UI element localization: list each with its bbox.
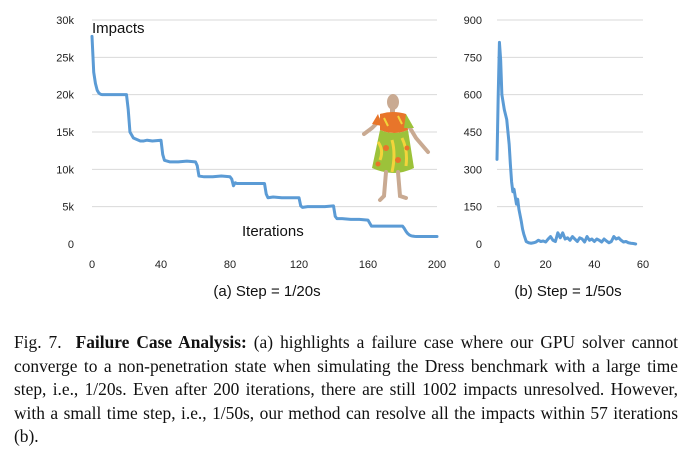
chart-a-y-tick-label: 0 xyxy=(68,239,74,251)
chart-b-impacts-line xyxy=(495,40,638,246)
chart-b-y-tick-label: 600 xyxy=(464,90,482,102)
chart-b-x-tick-label: 40 xyxy=(588,259,600,271)
chart-b-y-tick-label: 0 xyxy=(476,239,482,251)
chart-b-step-1-50s: 0 150 300 450 600 750 900 0 20 40 60 (b) Step = 1… xyxy=(464,15,649,300)
chart-a-step-1-20s: 0 5k 10k 15k 20k 25k 30k 0 40 80 120 160 200 Impact… xyxy=(56,15,446,300)
chart-a-x-tick-label: 200 xyxy=(428,259,446,271)
dress-mannequin-image xyxy=(362,94,430,202)
caption-label: Fig. 7. xyxy=(14,332,62,352)
chart-a-y-tick-label: 5k xyxy=(62,202,74,214)
chart-a-x-tick-label: 40 xyxy=(155,259,167,271)
chart-a-y-tick-label: 15k xyxy=(56,127,74,139)
chart-a-x-tick-label: 120 xyxy=(290,259,308,271)
chart-b-x-tick-label: 0 xyxy=(494,259,500,271)
chart-a-y-tick-label: 10k xyxy=(56,164,74,176)
chart-b-y-tick-label: 750 xyxy=(464,52,482,64)
chart-b-gridlines xyxy=(497,19,643,208)
chart-a-y-ticks: 0 5k 10k 15k 20k 25k 30k xyxy=(56,15,74,251)
caption-bold-title: Failure Case Analysis: xyxy=(75,332,247,352)
chart-a-subcaption: (a) Step = 1/20s xyxy=(213,283,320,300)
chart-b-x-tick-label: 60 xyxy=(637,259,649,271)
caption-text: (a) highlights a failure case where our … xyxy=(14,332,678,446)
chart-b-y-ticks: 0 150 300 450 600 750 900 xyxy=(464,15,482,251)
chart-a-x-ticks: 0 40 80 120 160 200 xyxy=(89,259,446,271)
chart-a-y-tick-label: 30k xyxy=(56,15,74,27)
chart-b-x-ticks: 0 20 40 60 xyxy=(494,259,649,271)
chart-b-y-tick-label: 450 xyxy=(464,127,482,139)
chart-b-subcaption: (b) Step = 1/50s xyxy=(514,283,621,300)
chart-b-y-tick-label: 900 xyxy=(464,15,482,27)
chart-a-y-tick-label: 25k xyxy=(56,52,74,64)
chart-a-x-label: Iterations xyxy=(242,223,304,240)
chart-a-x-tick-label: 160 xyxy=(359,259,377,271)
chart-a-gridlines xyxy=(92,19,437,208)
chart-a-x-tick-label: 0 xyxy=(89,259,95,271)
chart-b-y-tick-label: 150 xyxy=(464,202,482,214)
chart-a-y-label: Impacts xyxy=(92,20,145,37)
chart-a-y-tick-label: 20k xyxy=(56,90,74,102)
chart-a-impacts-line xyxy=(90,34,439,239)
chart-b-x-tick-label: 20 xyxy=(540,259,552,271)
figure-caption: Fig. 7. Failure Case Analysis: (a) highl… xyxy=(14,331,678,449)
chart-b-y-tick-label: 300 xyxy=(464,164,482,176)
chart-a-x-tick-label: 80 xyxy=(224,259,236,271)
